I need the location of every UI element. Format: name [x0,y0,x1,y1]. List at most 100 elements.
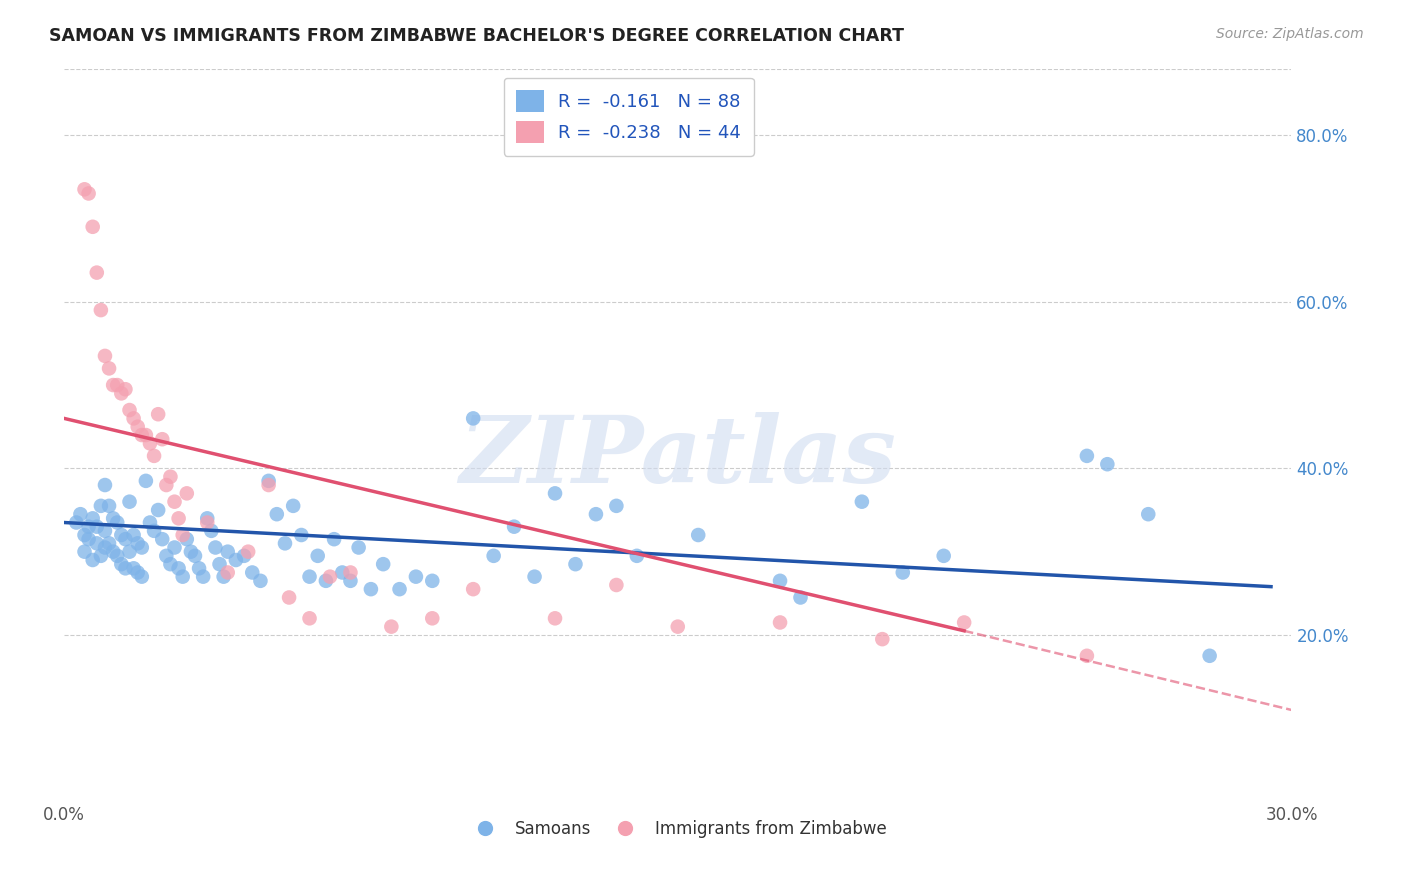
Point [225,553,247,567]
Point [789,591,811,605]
Point [953,615,976,630]
Point [1076,648,1098,663]
Point [298,611,321,625]
Point [122,561,145,575]
Legend: Samoans, Immigrants from Zimbabwe: Samoans, Immigrants from Zimbabwe [463,814,893,845]
Point [191,569,214,583]
Point [118,494,141,508]
Point [86,536,108,550]
Point [114,561,136,575]
Point [932,549,955,563]
Point [105,549,128,563]
Point [290,528,312,542]
Point [127,566,149,580]
Point [605,499,627,513]
Point [217,544,239,558]
Point [204,541,226,555]
Point [585,507,607,521]
Point [339,566,361,580]
Point [110,528,132,542]
Point [544,611,567,625]
Point [90,499,112,513]
Point [114,532,136,546]
Point [605,578,627,592]
Point [98,536,121,550]
Point [420,574,443,588]
Point [851,494,873,508]
Point [1137,507,1160,521]
Point [769,615,792,630]
Point [319,569,342,583]
Point [373,557,395,571]
Point [86,266,108,280]
Point [339,574,361,588]
Point [131,428,153,442]
Point [150,432,173,446]
Point [131,541,153,555]
Point [238,544,260,558]
Point [94,349,117,363]
Point [105,516,128,530]
Point [240,566,263,580]
Point [73,528,96,542]
Point [101,378,124,392]
Point [114,382,136,396]
Point [94,541,117,555]
Point [330,566,353,580]
Point [233,549,256,563]
Point [360,582,382,596]
Point [172,569,194,583]
Point [101,511,124,525]
Point [167,511,190,525]
Point [298,569,321,583]
Point [769,574,792,588]
Point [163,494,186,508]
Point [127,419,149,434]
Point [131,569,153,583]
Point [666,620,689,634]
Point [257,474,280,488]
Point [200,524,222,538]
Point [1198,648,1220,663]
Point [143,449,166,463]
Point [688,528,710,542]
Point [122,411,145,425]
Point [208,557,231,571]
Point [523,569,546,583]
Point [135,474,157,488]
Point [212,569,235,583]
Point [118,544,141,558]
Point [77,186,100,201]
Point [1097,457,1119,471]
Point [146,407,169,421]
Point [891,566,914,580]
Point [127,536,149,550]
Point [564,557,586,571]
Point [176,532,198,546]
Point [110,557,132,571]
Point [195,516,218,530]
Point [82,511,104,525]
Point [135,428,157,442]
Point [872,632,894,647]
Point [86,519,108,533]
Point [217,566,239,580]
Point [155,549,177,563]
Point [122,528,145,542]
Point [188,561,211,575]
Point [184,549,207,563]
Point [143,524,166,538]
Point [110,386,132,401]
Point [176,486,198,500]
Point [180,544,202,558]
Point [94,478,117,492]
Point [544,486,567,500]
Point [307,549,329,563]
Point [503,519,526,533]
Point [65,516,87,530]
Point [82,219,104,234]
Point [1076,449,1098,463]
Point [77,519,100,533]
Point [159,469,181,483]
Text: SAMOAN VS IMMIGRANTS FROM ZIMBABWE BACHELOR'S DEGREE CORRELATION CHART: SAMOAN VS IMMIGRANTS FROM ZIMBABWE BACHE… [49,27,904,45]
